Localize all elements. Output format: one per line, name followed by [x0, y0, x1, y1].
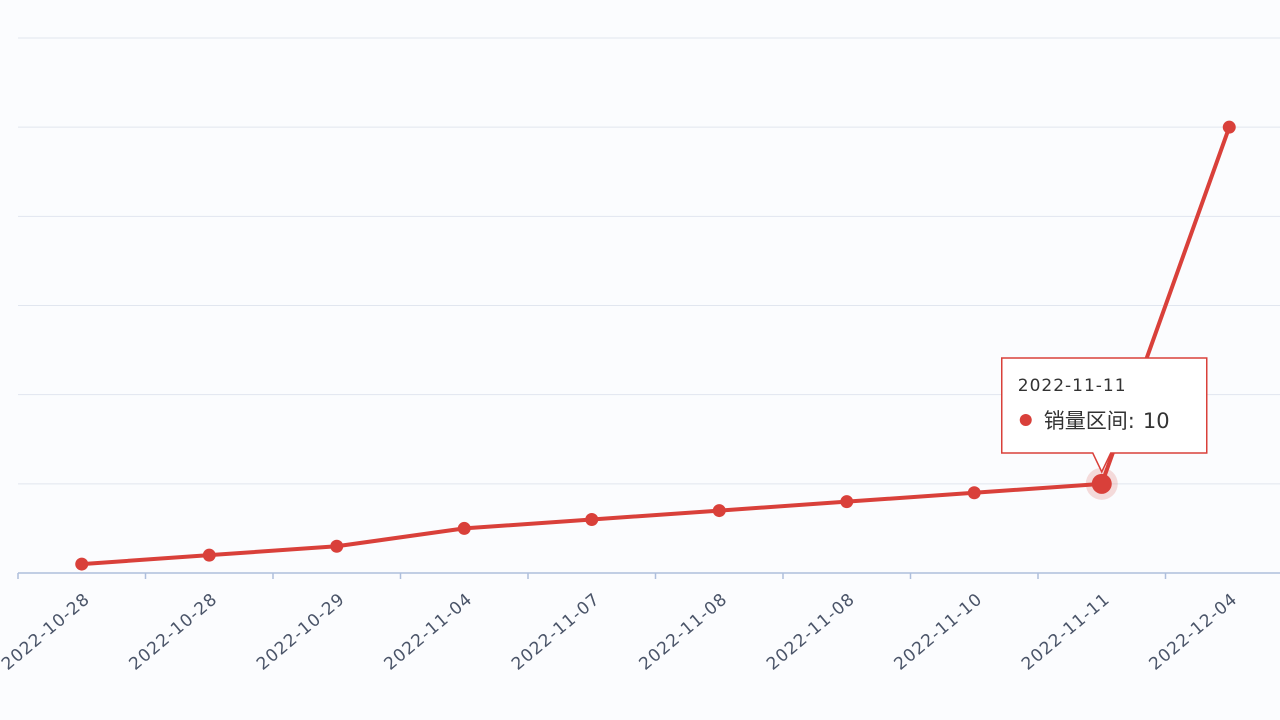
- tooltip: 2022-11-11 销量区间: 10: [1001, 357, 1208, 474]
- point: [840, 495, 854, 509]
- point: [967, 486, 981, 500]
- point: [202, 548, 216, 562]
- point: [1091, 473, 1112, 494]
- tooltip-text: 销量区间: 10: [1044, 409, 1170, 433]
- tooltip-value: 10: [1143, 409, 1170, 433]
- point: [712, 504, 726, 518]
- tooltip-box: [1001, 357, 1208, 474]
- point: [1222, 120, 1236, 134]
- point: [585, 513, 599, 526]
- tooltip-label: 销量区间:: [1044, 409, 1135, 433]
- point: [75, 557, 89, 571]
- tooltip-marker: [1019, 414, 1032, 426]
- tooltip-title: 2022-11-11: [1018, 376, 1127, 396]
- line: [81, 126, 1232, 567]
- point: [457, 521, 471, 535]
- point: [330, 539, 344, 553]
